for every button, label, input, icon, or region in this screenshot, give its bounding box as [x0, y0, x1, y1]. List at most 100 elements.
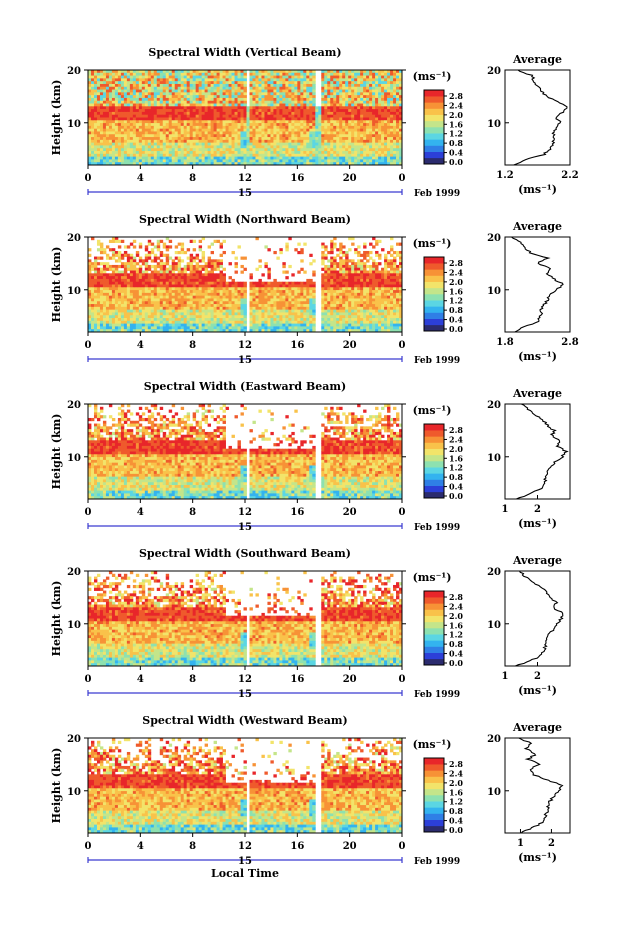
colorbar-swatch	[424, 139, 444, 146]
colorbar-swatch	[424, 287, 444, 295]
colorbar-tick-label: 0.8	[449, 639, 463, 649]
colorbar-swatch	[424, 157, 444, 165]
panel-title: Spectral Width (Westward Beam)	[142, 714, 347, 727]
panel-title: Spectral Width (Eastward Beam)	[144, 380, 346, 393]
x-tick-label: 8	[189, 173, 196, 184]
colorbar: (ms⁻¹) 2.82.42.01.61.20.80.40.0	[413, 70, 464, 167]
colorbar-swatch	[424, 102, 444, 109]
x-tick-label: 12	[238, 173, 252, 184]
x-tick-label: 4	[137, 841, 144, 852]
y-axis-label: Height (km)	[50, 247, 63, 323]
y-tick-label: 20	[67, 567, 81, 578]
average-x-tick-label: 1	[502, 671, 509, 682]
x-tick-label: 16	[290, 674, 304, 685]
average-x-tick-label: 1	[502, 504, 509, 515]
heatmap-cells	[88, 571, 403, 667]
panel-title: Spectral Width (Northward Beam)	[139, 213, 351, 226]
heatmap-cells	[88, 404, 403, 500]
colorbar-tick-label: 0.4	[449, 816, 463, 826]
colorbar-swatch	[424, 788, 444, 796]
colorbar-frame	[423, 757, 445, 833]
average-profile-panel: Average 20 10 1 2 (ms⁻¹)	[487, 554, 571, 697]
x-tick-label: 4	[137, 507, 144, 518]
x-tick-label: 4	[137, 173, 144, 184]
colorbar-tick-label: 2.8	[449, 425, 463, 435]
average-x-tick-label: 1.8	[496, 337, 513, 348]
colorbar-swatch	[424, 467, 444, 474]
average-x-tick-label: 1	[517, 838, 524, 849]
x-tick-label: 4	[137, 340, 144, 351]
heatmap-cells	[88, 237, 403, 333]
colorbar-swatch	[424, 269, 444, 276]
colorbar-tick-label: 2.4	[449, 267, 463, 277]
average-y-tick-label: 10	[487, 119, 501, 130]
colorbar-swatch	[424, 758, 444, 765]
colorbar-swatch	[424, 300, 444, 307]
colorbar-swatch	[424, 795, 444, 802]
colorbar-swatch	[424, 479, 444, 486]
colorbar-tick-label: 1.6	[449, 119, 463, 129]
x-tick-label: 16	[290, 841, 304, 852]
x-tick-label: 20	[343, 340, 357, 351]
date-day-label: 15	[238, 355, 252, 366]
date-day-label: 15	[238, 689, 252, 700]
colorbar-swatch	[424, 603, 444, 610]
x-tick-label: 12	[238, 841, 252, 852]
x-tick-label: 0	[85, 674, 92, 685]
colorbar-tick-label: 0.0	[449, 658, 463, 668]
colorbar-tick-label: 2.8	[449, 759, 463, 769]
average-profile-line	[515, 570, 564, 667]
average-x-tick-label: 2.2	[561, 170, 578, 181]
colorbar-swatch	[424, 96, 444, 103]
average-x-label: (ms⁻¹)	[518, 684, 557, 697]
colorbar-unit: (ms⁻¹)	[413, 70, 452, 83]
colorbar-tick-label: 0.8	[449, 472, 463, 482]
colorbar-swatch	[424, 436, 444, 443]
colorbar-tick-label: 1.2	[449, 129, 463, 139]
y-tick-label: 10	[67, 787, 81, 798]
colorbar-swatch	[424, 770, 444, 777]
y-axis-label: Height (km)	[50, 80, 63, 156]
x-tick-label: 0	[399, 841, 406, 852]
average-title: Average	[512, 387, 562, 400]
colorbar-swatch	[424, 609, 444, 616]
colorbar: (ms⁻¹) 2.82.42.01.61.20.80.40.0	[413, 738, 464, 835]
colorbar-tick-label: 0.8	[449, 806, 463, 816]
colorbar-swatch	[424, 442, 444, 449]
date-month-label: Feb 1999	[414, 857, 460, 867]
date-month-label: Feb 1999	[414, 523, 460, 533]
colorbar-swatch	[424, 473, 444, 480]
x-tick-label: 0	[399, 340, 406, 351]
colorbar-swatch	[424, 591, 444, 598]
colorbar-frame	[423, 256, 445, 332]
panel-3: Spectral Width (Eastward Beam) Height (km…	[50, 380, 571, 533]
colorbar: (ms⁻¹) 2.82.42.01.61.20.80.40.0	[413, 404, 464, 501]
colorbar-tick-label: 1.2	[449, 463, 463, 473]
average-profile-line	[513, 69, 568, 166]
colorbar-tick-label: 1.2	[449, 296, 463, 306]
average-y-tick-label: 10	[487, 453, 501, 464]
average-title: Average	[512, 721, 562, 734]
colorbar-swatch	[424, 263, 444, 270]
colorbar-tick-label: 2.0	[449, 110, 463, 120]
y-tick-label: 20	[67, 734, 81, 745]
x-tick-label: 12	[238, 674, 252, 685]
colorbar-swatch	[424, 257, 444, 264]
colorbar-swatch	[424, 819, 444, 827]
panel-5: Spectral Width (Westward Beam) Height (km…	[50, 714, 571, 880]
colorbar-swatch	[424, 491, 444, 499]
colorbar-swatch	[424, 133, 444, 140]
average-frame	[504, 403, 571, 500]
colorbar-swatch	[424, 294, 444, 301]
colorbar-swatch	[424, 430, 444, 437]
x-tick-label: 4	[137, 674, 144, 685]
x-tick-label: 16	[290, 340, 304, 351]
panel-title: Spectral Width (Vertical Beam)	[148, 46, 341, 59]
colorbar-tick-label: 0.4	[449, 649, 463, 659]
colorbar-frame	[423, 590, 445, 666]
colorbar-swatch	[424, 127, 444, 134]
date-month-label: Feb 1999	[414, 690, 460, 700]
colorbar-tick-label: 2.4	[449, 100, 463, 110]
colorbar-swatch	[424, 120, 444, 128]
colorbar-tick-label: 0.4	[449, 315, 463, 325]
